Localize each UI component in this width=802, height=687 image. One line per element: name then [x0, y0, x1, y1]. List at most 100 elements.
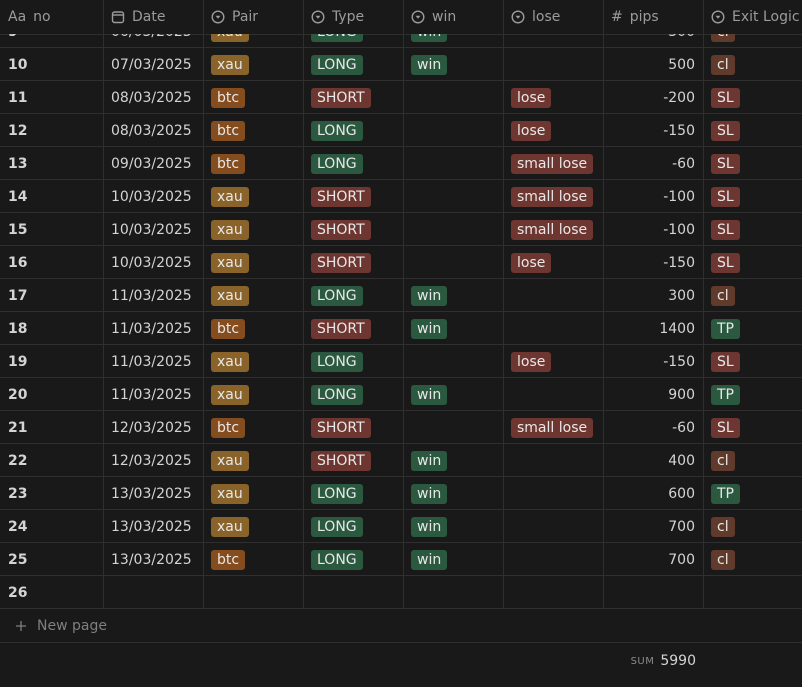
column-header[interactable]: Date: [103, 0, 203, 34]
row-number: 12: [8, 122, 28, 139]
date: 13/03/2025: [111, 518, 192, 535]
date-cell: 09/03/2025: [103, 147, 203, 180]
lose-cell: lose: [503, 345, 603, 378]
row-number: 10: [8, 56, 28, 73]
pair-tag: btc: [211, 153, 246, 174]
win-tag: win: [411, 318, 448, 339]
pips: 300: [668, 287, 695, 304]
type-tag: LONG: [311, 285, 363, 306]
column-header[interactable]: win: [403, 0, 503, 34]
date: 11/03/2025: [111, 320, 192, 337]
row-number: 22: [8, 452, 28, 469]
pips-cell: -150: [603, 114, 703, 147]
column-label: pips: [629, 9, 659, 25]
column-label: Pair: [232, 9, 259, 25]
row-number-cell: 24: [0, 510, 103, 543]
row-number-cell: 23: [0, 477, 103, 510]
win-cell: win: [403, 378, 503, 411]
pips: 300: [668, 34, 695, 40]
column-header[interactable]: Aa no: [0, 0, 103, 34]
row-number-cell: 19: [0, 345, 103, 378]
column-header[interactable]: lose: [503, 0, 603, 34]
pair-cell: xau: [203, 180, 303, 213]
lose-cell: lose: [503, 81, 603, 114]
lose-tag: lose: [511, 351, 552, 372]
pair-tag: xau: [211, 351, 249, 372]
new-page-label: New page: [37, 617, 107, 634]
row-border: [0, 377, 802, 378]
column-header[interactable]: Pair: [203, 0, 303, 34]
exit-logic-tag: cl: [711, 54, 735, 75]
row-border: [0, 608, 802, 609]
pair-cell: xau: [203, 213, 303, 246]
column-header[interactable]: Exit Logic: [703, 0, 802, 34]
type-cell: LONG: [303, 378, 403, 411]
exit-logic-cell: SL: [703, 411, 802, 444]
row-number-cell: 13: [0, 147, 103, 180]
exit-logic-cell: SL: [703, 147, 802, 180]
date: 10/03/2025: [111, 188, 192, 205]
type-tag: LONG: [311, 54, 363, 75]
pair-cell: xau: [203, 444, 303, 477]
pips: 600: [668, 485, 695, 502]
new-page-button[interactable]: New page: [14, 609, 107, 642]
date-cell: 10/03/2025: [103, 213, 203, 246]
row-number-cell: 10: [0, 48, 103, 81]
date: 09/03/2025: [111, 155, 192, 172]
win-cell: win: [403, 543, 503, 576]
win-tag: win: [411, 285, 448, 306]
column-icon: #: [611, 9, 623, 25]
lose-cell: small lose: [503, 411, 603, 444]
column-label: Exit Logic: [732, 9, 800, 25]
row-number: 11: [8, 89, 28, 106]
pips: -200: [663, 89, 695, 106]
type-tag: LONG: [311, 34, 363, 42]
column-header[interactable]: Type: [303, 0, 403, 34]
column-header[interactable]: # pips: [603, 0, 703, 34]
row-border: [0, 80, 802, 81]
type-cell: SHORT: [303, 81, 403, 114]
pair-tag: xau: [211, 516, 249, 537]
date: 11/03/2025: [111, 353, 192, 370]
row-number: 24: [8, 518, 28, 535]
pips-cell: 700: [603, 510, 703, 543]
pair-cell: btc: [203, 543, 303, 576]
row-number-cell: 11: [0, 81, 103, 114]
pair-tag: xau: [211, 252, 249, 273]
exit-logic-tag: SL: [711, 252, 740, 273]
pips: -100: [663, 188, 695, 205]
pips-cell: -150: [603, 345, 703, 378]
exit-logic-cell: TP: [703, 312, 802, 345]
pair-cell: xau: [203, 279, 303, 312]
exit-logic-tag: SL: [711, 186, 740, 207]
pips-cell: 300: [603, 279, 703, 312]
exit-logic-tag: cl: [711, 34, 735, 42]
type-cell: LONG: [303, 477, 403, 510]
lose-cell: lose: [503, 114, 603, 147]
win-cell: win: [403, 279, 503, 312]
row-border: [0, 179, 802, 180]
exit-logic-tag: cl: [711, 450, 735, 471]
row-border: [0, 542, 802, 543]
summary-label: SUM: [630, 655, 655, 667]
pair-tag: btc: [211, 549, 246, 570]
type-tag: SHORT: [311, 186, 371, 207]
exit-logic-cell: SL: [703, 246, 802, 279]
exit-logic-tag: SL: [711, 153, 740, 174]
lose-tag: small lose: [511, 417, 594, 438]
type-tag: SHORT: [311, 318, 371, 339]
pair-tag: btc: [211, 120, 246, 141]
type-cell: SHORT: [303, 246, 403, 279]
type-cell: LONG: [303, 147, 403, 180]
summary[interactable]: SUM 5990: [631, 650, 696, 672]
pair-tag: xau: [211, 285, 249, 306]
lose-tag: lose: [511, 252, 552, 273]
pair-cell: btc: [203, 147, 303, 180]
lose-tag: lose: [511, 87, 552, 108]
row-number-cell: 15: [0, 213, 103, 246]
lose-cell: small lose: [503, 180, 603, 213]
pips: -60: [672, 155, 695, 172]
row-number-cell: 25: [0, 543, 103, 576]
column-border: [703, 0, 704, 609]
